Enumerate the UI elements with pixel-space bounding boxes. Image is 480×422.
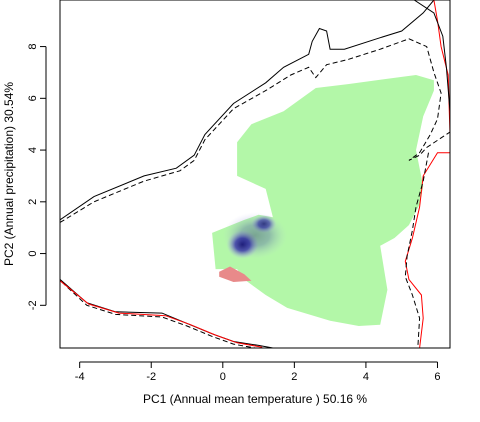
- y-tick-label: 4: [27, 147, 39, 153]
- x-tick-label: -4: [75, 371, 85, 383]
- x-axis-title: PC1 (Annual mean temperature ) 50.16 %: [143, 392, 367, 406]
- x-tick-label: -2: [146, 371, 156, 383]
- y-tick-label: -2: [27, 300, 39, 310]
- solid-outline-inner: [60, 0, 435, 221]
- blue-density-blob: [222, 212, 288, 259]
- x-tick-label: 6: [434, 371, 440, 383]
- solid-outline-outer-top: [413, 0, 450, 112]
- x-axis: -4 -2 0 2 4 6: [75, 361, 441, 383]
- red-niche-region: [219, 266, 252, 282]
- plot-area: [60, 0, 450, 348]
- dashed-outline-bottom: [404, 152, 429, 348]
- y-tick-label: 6: [27, 95, 39, 101]
- solid-outline-lower-left: [60, 279, 273, 348]
- y-axis: -2 0 2 4 6 8: [27, 44, 47, 310]
- x-tick-label: 2: [291, 371, 297, 383]
- y-tick-label: 8: [27, 44, 39, 50]
- y-tick-label: 0: [27, 250, 39, 256]
- plot-frame: [59, 0, 451, 349]
- x-tick-label: 0: [220, 371, 226, 383]
- x-tick-label: 4: [363, 371, 369, 383]
- y-axis-title: PC2 (Annual precipitation) 30.54%: [2, 82, 16, 266]
- y-tick-label: 2: [27, 199, 39, 205]
- dashed-outline-lower-left: [61, 281, 256, 348]
- red-outline-lower-left: [60, 280, 263, 348]
- green-niche-region: [212, 75, 434, 326]
- dashed-outline: [60, 38, 450, 223]
- blue-density-group: [222, 212, 288, 259]
